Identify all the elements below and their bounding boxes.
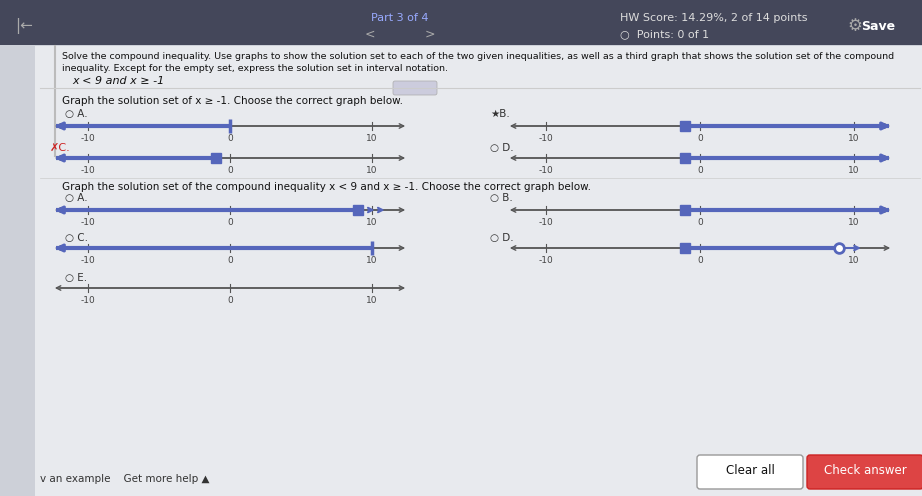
Text: 10: 10 [366, 166, 377, 175]
Text: ○ A.: ○ A. [65, 193, 88, 203]
Text: 0: 0 [227, 256, 233, 265]
Text: 10: 10 [366, 296, 377, 305]
Text: ○ B.: ○ B. [490, 193, 513, 203]
Text: -10: -10 [538, 166, 553, 175]
Text: -10: -10 [538, 256, 553, 265]
FancyBboxPatch shape [393, 81, 437, 95]
Text: -10: -10 [81, 218, 96, 227]
Text: Graph the solution set of x ≥ -1. Choose the correct graph below.: Graph the solution set of x ≥ -1. Choose… [62, 96, 403, 106]
Text: Clear all: Clear all [726, 464, 774, 478]
Text: Check answer: Check answer [823, 464, 906, 478]
FancyBboxPatch shape [807, 455, 922, 489]
Text: -10: -10 [81, 256, 96, 265]
FancyBboxPatch shape [697, 455, 803, 489]
Text: ○ D.: ○ D. [490, 143, 514, 153]
Text: Part 3 of 4: Part 3 of 4 [372, 13, 429, 23]
Text: x < 9 and x ≥ -1: x < 9 and x ≥ -1 [72, 76, 164, 86]
Bar [0, 0, 922, 45]
Text: 0: 0 [697, 218, 703, 227]
Text: >: > [425, 27, 435, 41]
Text: v an example    Get more help ▲: v an example Get more help ▲ [40, 474, 209, 484]
Text: 10: 10 [366, 134, 377, 143]
Text: ✗C.: ✗C. [50, 143, 71, 153]
Text: ★B.: ★B. [490, 109, 510, 119]
Text: 0: 0 [697, 256, 703, 265]
Text: ⚙: ⚙ [847, 17, 862, 35]
Text: 0: 0 [227, 218, 233, 227]
Text: 10: 10 [366, 218, 377, 227]
Text: 10: 10 [366, 256, 377, 265]
Text: Graph the solution set of the compound inequality x < 9 and x ≥ -1. Choose the c: Graph the solution set of the compound i… [62, 182, 591, 192]
Text: ○ C.: ○ C. [65, 233, 88, 243]
Text: -10: -10 [538, 134, 553, 143]
Text: 10: 10 [848, 256, 860, 265]
Text: 0: 0 [697, 134, 703, 143]
Text: ○ D.: ○ D. [490, 233, 514, 243]
Text: ○ E.: ○ E. [65, 273, 87, 283]
Text: ○ A.: ○ A. [65, 109, 88, 119]
Text: 0: 0 [697, 166, 703, 175]
Text: 10: 10 [848, 134, 860, 143]
Text: |←: |← [15, 18, 33, 34]
Text: 10: 10 [848, 218, 860, 227]
Text: 0: 0 [227, 166, 233, 175]
Text: Solve the compound inequality. Use graphs to show the solution set to each of th: Solve the compound inequality. Use graph… [62, 52, 894, 73]
Text: 0: 0 [227, 296, 233, 305]
Text: HW Score: 14.29%, 2 of 14 points: HW Score: 14.29%, 2 of 14 points [620, 13, 808, 23]
Text: ○  Points: 0 of 1: ○ Points: 0 of 1 [620, 29, 709, 39]
Text: 10: 10 [848, 166, 860, 175]
Text: -10: -10 [81, 296, 96, 305]
Text: Save: Save [861, 19, 895, 33]
Text: -10: -10 [81, 134, 96, 143]
Text: -10: -10 [538, 218, 553, 227]
Text: <: < [365, 27, 375, 41]
Text: 0: 0 [227, 134, 233, 143]
Text: -10: -10 [81, 166, 96, 175]
